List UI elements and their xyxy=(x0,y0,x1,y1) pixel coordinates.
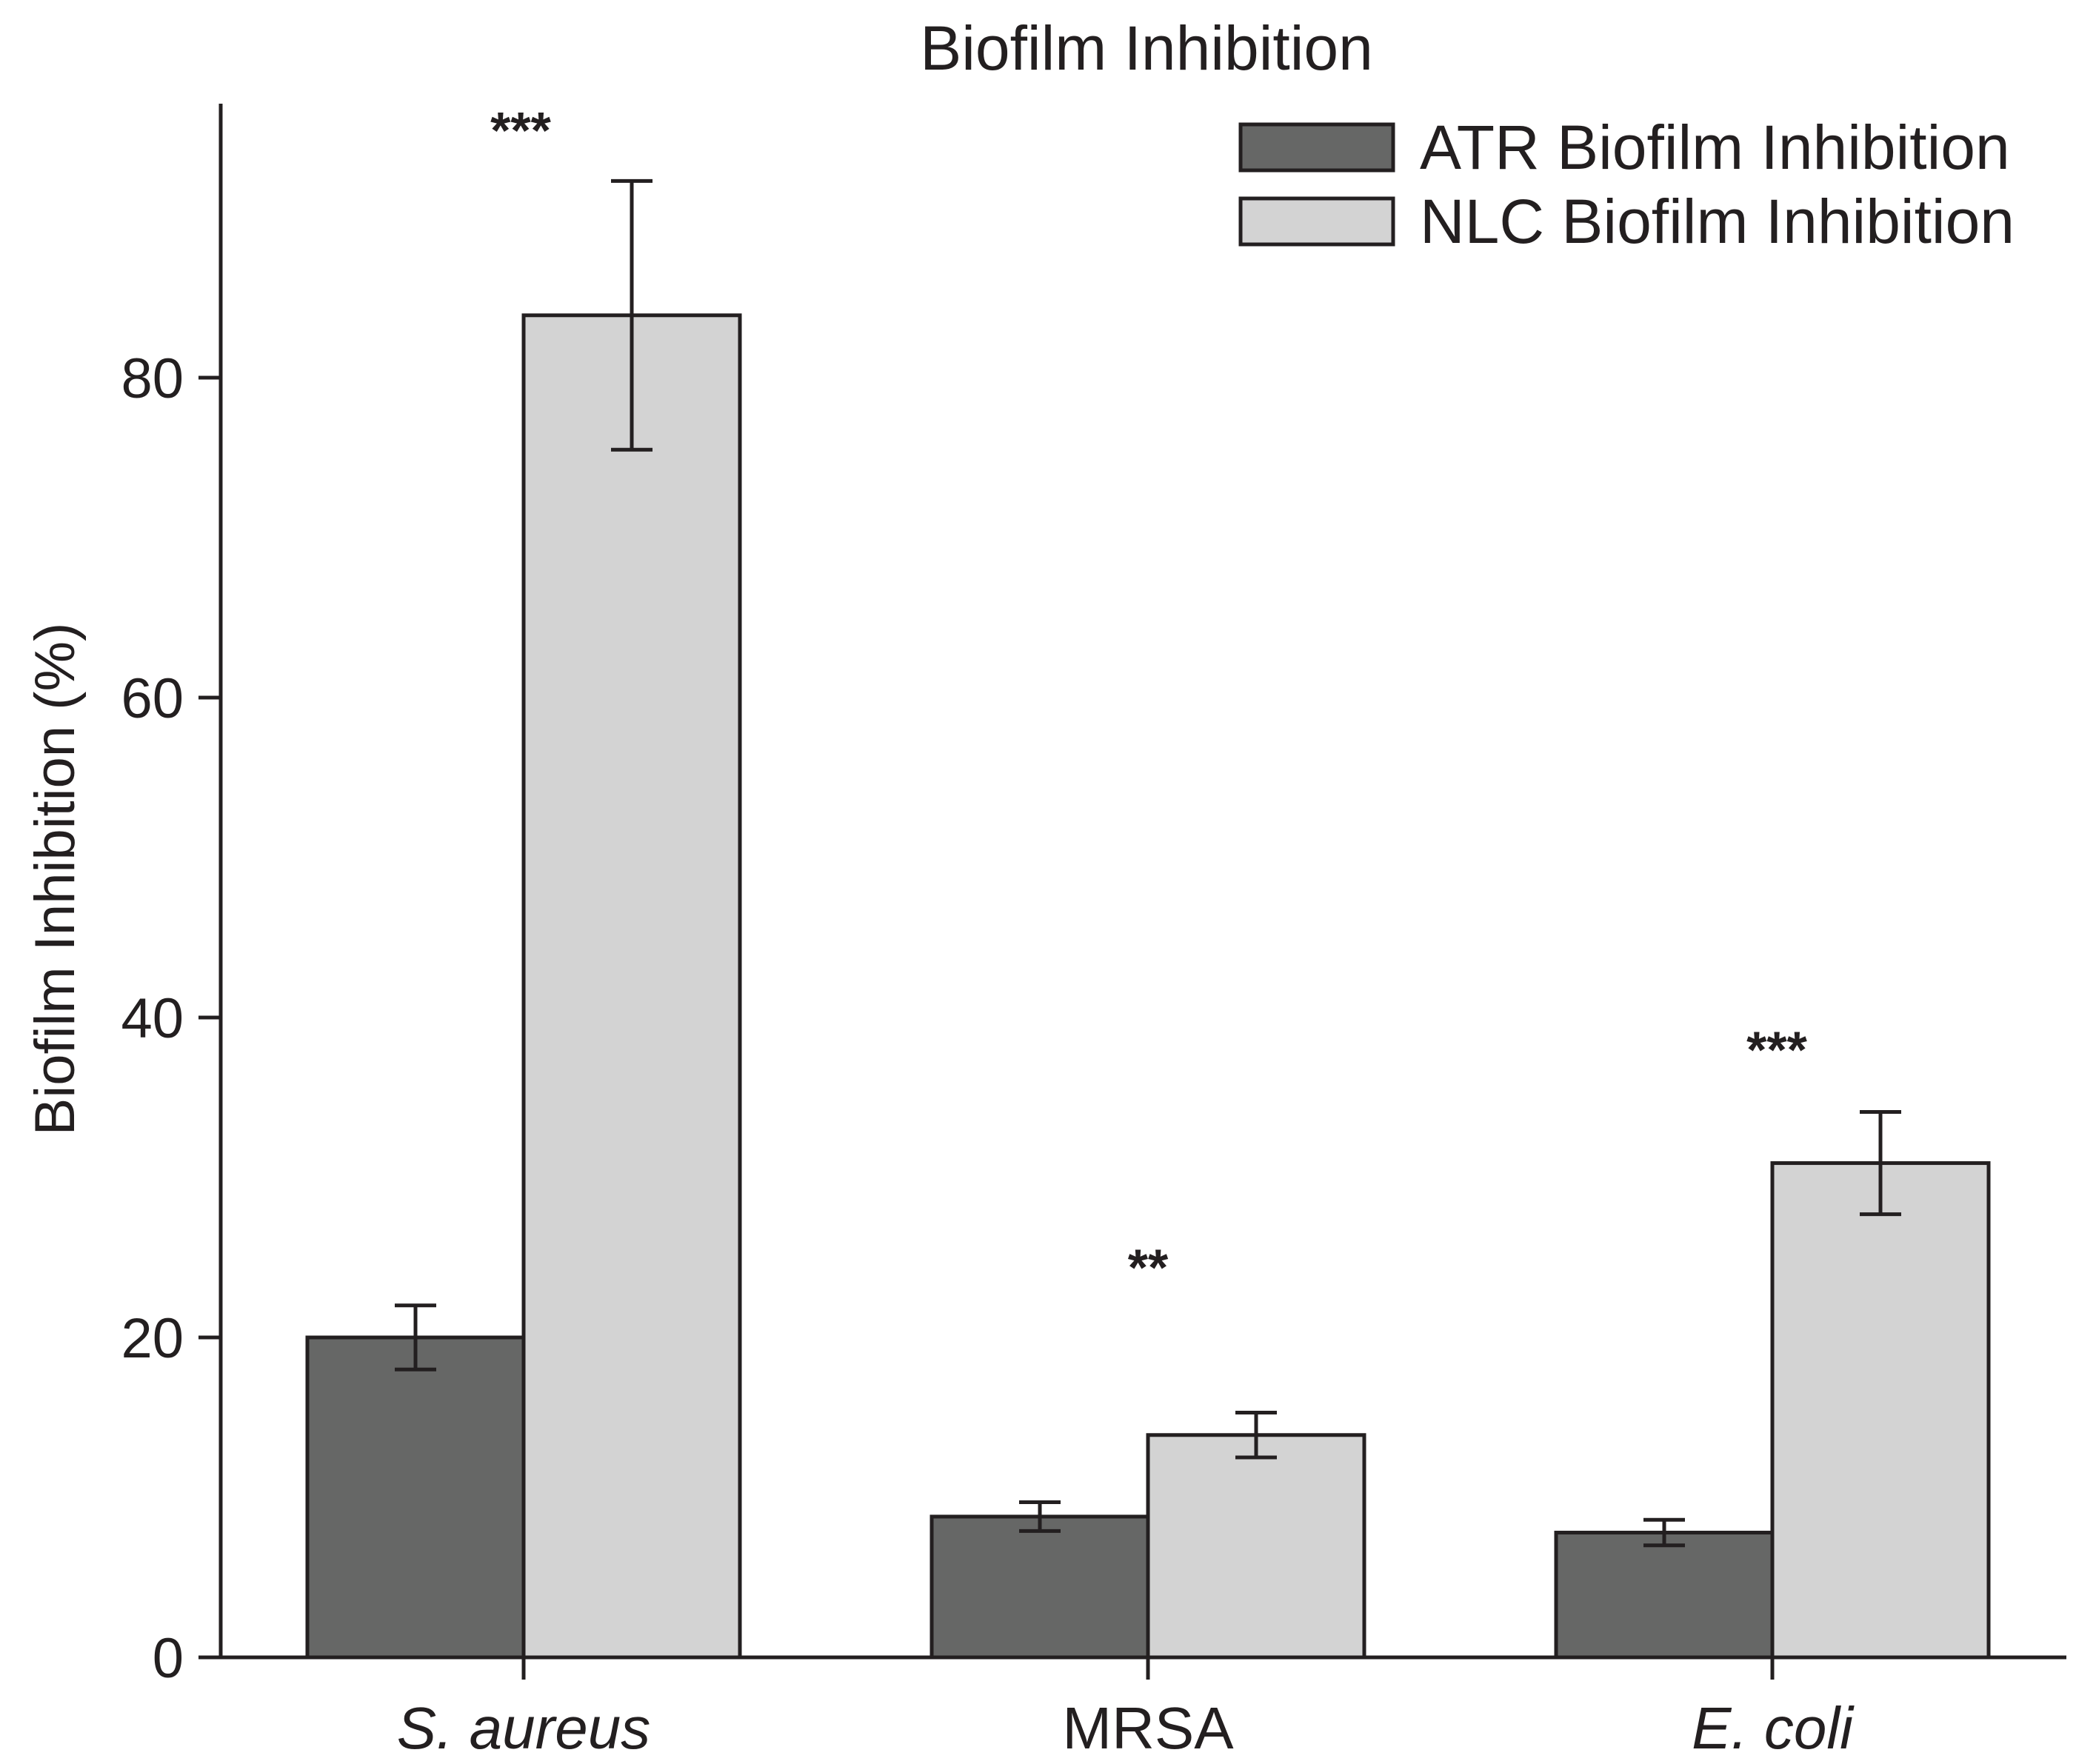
y-tick-label: 0 xyxy=(153,1627,184,1690)
chart-title: Biofilm Inhibition xyxy=(920,13,1373,83)
y-tick-label: 80 xyxy=(121,347,184,410)
error-bar-atr-2 xyxy=(1643,1517,1685,1548)
x-tick-label: MRSA xyxy=(1062,1695,1234,1761)
error-bar-nlc-0 xyxy=(611,178,653,452)
x-tick-label: S. aureus xyxy=(397,1695,650,1761)
y-tick-label: 60 xyxy=(121,667,184,730)
bar-nlc-2 xyxy=(1770,1161,1991,1660)
bar-nlc-1 xyxy=(1146,1433,1366,1660)
significance-marker-0: *** xyxy=(490,101,551,159)
bars-layer: ******** xyxy=(305,101,1991,1660)
legend-swatch-nlc xyxy=(1238,196,1395,247)
y-tick-label: 40 xyxy=(121,987,184,1050)
axes-layer: 0 20 40 60 80 S. aureus MRSA E. coli xyxy=(121,104,2066,1761)
bar-nlc-0 xyxy=(521,313,742,1660)
legend-label-atr: ATR Biofilm Inhibition xyxy=(1420,113,2010,182)
y-tick-label: 20 xyxy=(121,1307,184,1370)
legend-label-nlc: NLC Biofilm Inhibition xyxy=(1420,187,2015,256)
error-bar-nlc-1 xyxy=(1235,1411,1277,1460)
error-bar-nlc-2 xyxy=(1860,1109,1901,1217)
bar-atr-0 xyxy=(305,1335,526,1660)
bar-atr-2 xyxy=(1554,1531,1775,1660)
x-tick-label: E. coli xyxy=(1692,1695,1855,1761)
significance-marker-1: ** xyxy=(1128,1239,1169,1297)
error-bar-atr-1 xyxy=(1019,1500,1061,1533)
error-bar-atr-0 xyxy=(395,1303,436,1372)
y-axis-label: Biofilm Inhibition (%) xyxy=(24,623,87,1136)
legend-swatch-atr xyxy=(1238,122,1395,173)
significance-marker-2: *** xyxy=(1746,1020,1807,1078)
bar-atr-1 xyxy=(929,1514,1150,1660)
